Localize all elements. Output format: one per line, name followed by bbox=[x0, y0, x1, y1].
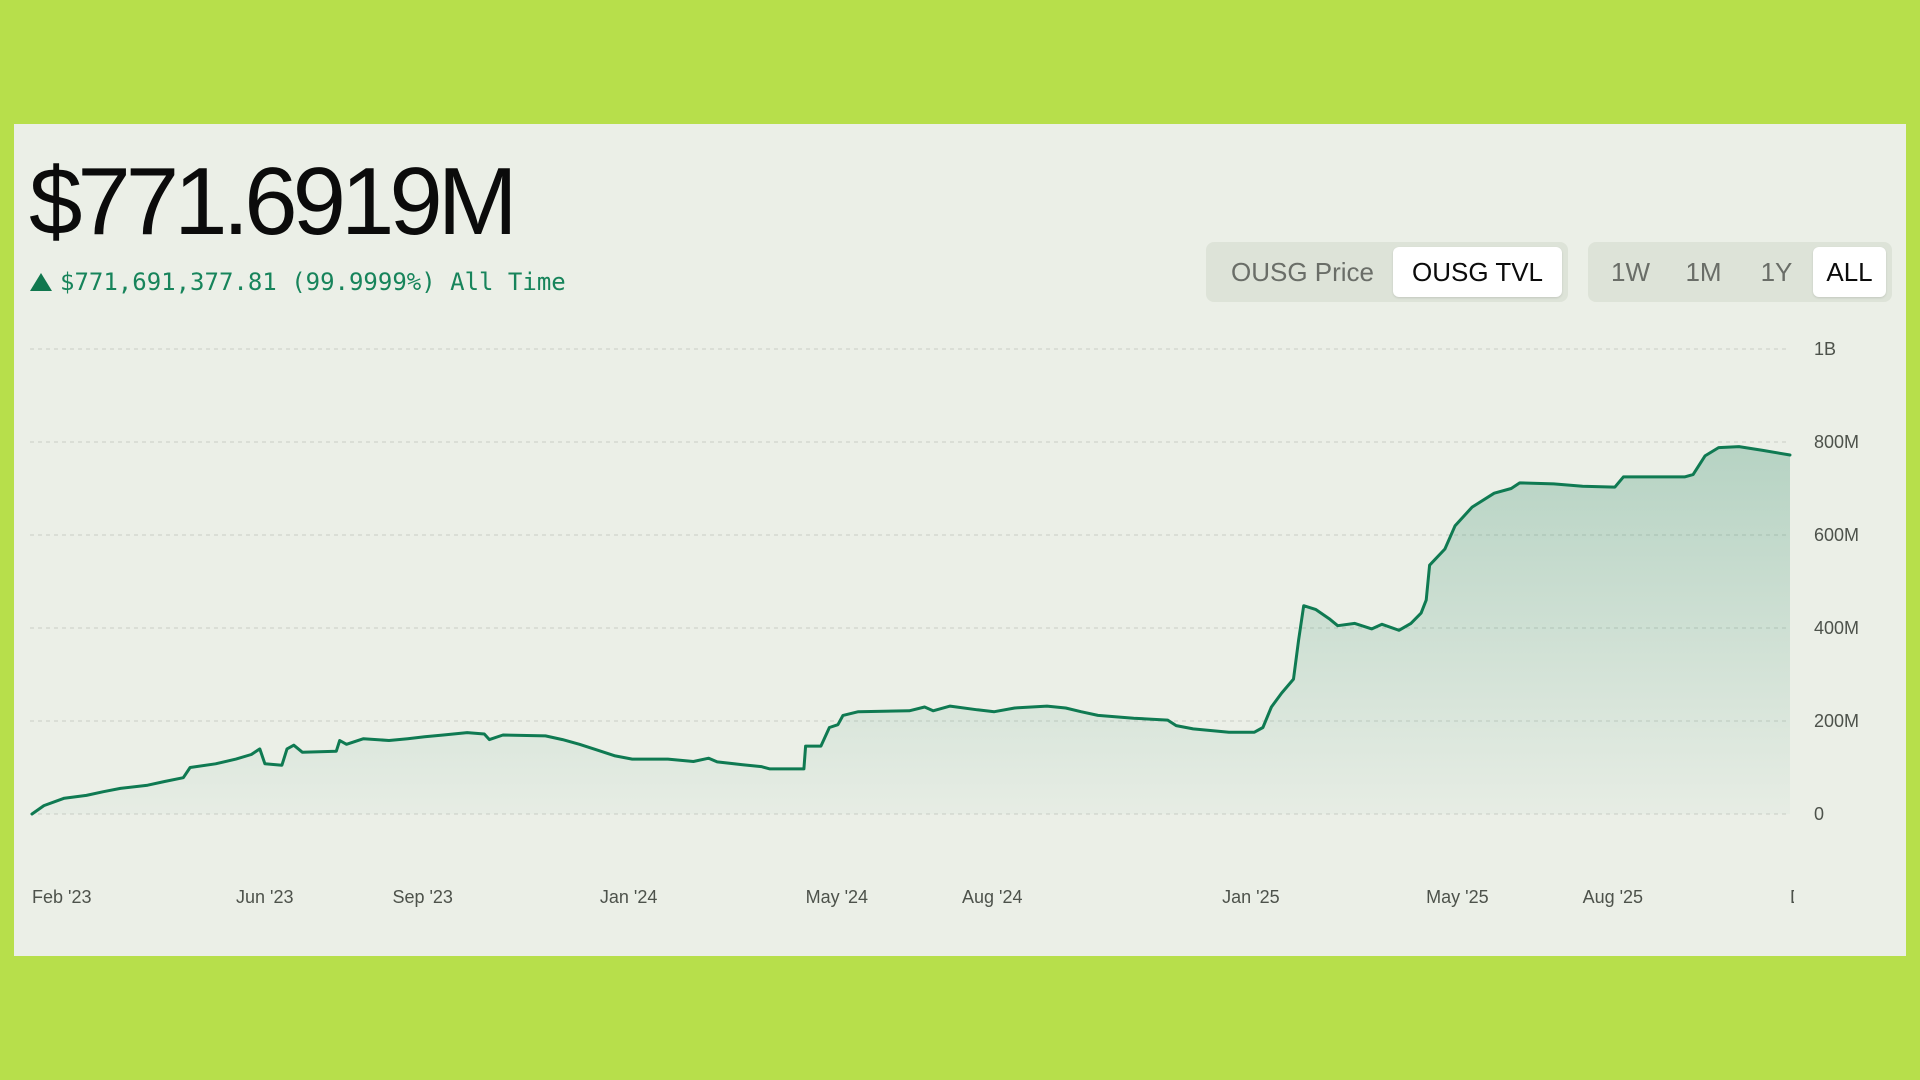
range-1y-button[interactable]: 1Y bbox=[1760, 256, 1793, 287]
x-tick-label: Aug '24 bbox=[962, 887, 1023, 907]
y-tick-label: 600M bbox=[1814, 525, 1859, 545]
x-tick-label: Jan '25 bbox=[1222, 887, 1279, 907]
y-tick-label: 0 bbox=[1814, 804, 1824, 824]
x-tick-label: May '25 bbox=[1426, 887, 1488, 907]
y-tick-label: 800M bbox=[1814, 432, 1859, 452]
tvl-value: $771.6919M bbox=[29, 148, 518, 255]
x-tick-label: Dec '25 bbox=[1790, 887, 1850, 907]
change-indicator: $771,691,377.81 (99.9999%) All Time bbox=[30, 268, 566, 296]
triangle-up-icon bbox=[30, 273, 52, 291]
range-all-button[interactable]: ALL bbox=[1813, 247, 1886, 297]
x-tick-label: Jun '23 bbox=[236, 887, 293, 907]
x-tick-label: Aug '25 bbox=[1583, 887, 1644, 907]
y-tick-label: 400M bbox=[1814, 618, 1859, 638]
x-tick-label: Sep '23 bbox=[392, 887, 453, 907]
tab-ousg-tvl[interactable]: OUSG TVL bbox=[1393, 247, 1563, 297]
x-tick-label: Feb '23 bbox=[32, 887, 91, 907]
x-tick-label: May '24 bbox=[806, 887, 868, 907]
tab-ousg-price[interactable]: OUSG Price bbox=[1230, 256, 1375, 287]
series-area-fill-0 bbox=[32, 446, 1790, 814]
range-1w-button[interactable]: 1W bbox=[1611, 256, 1650, 287]
y-tick-label: 1B bbox=[1814, 339, 1836, 359]
metric-toggle: OUSG Price OUSG TVL bbox=[1206, 242, 1568, 302]
tvl-area-chart: 0 200M 400M 600M 800M 1B Feb '23 Jun '23 Sep '2… bbox=[30, 339, 1859, 907]
series-line-0 bbox=[30, 445, 1792, 816]
chart-card: $771.6919M $771,691,377.81 (99.9999%) Al… bbox=[14, 124, 1906, 956]
range-toggle: 1W 1M 1Y ALL bbox=[1588, 242, 1892, 302]
range-1m-button[interactable]: 1M bbox=[1685, 256, 1722, 287]
change-text: $771,691,377.81 (99.9999%) All Time bbox=[60, 268, 566, 296]
x-tick-label: Jan '24 bbox=[600, 887, 657, 907]
y-tick-label: 200M bbox=[1814, 711, 1859, 731]
